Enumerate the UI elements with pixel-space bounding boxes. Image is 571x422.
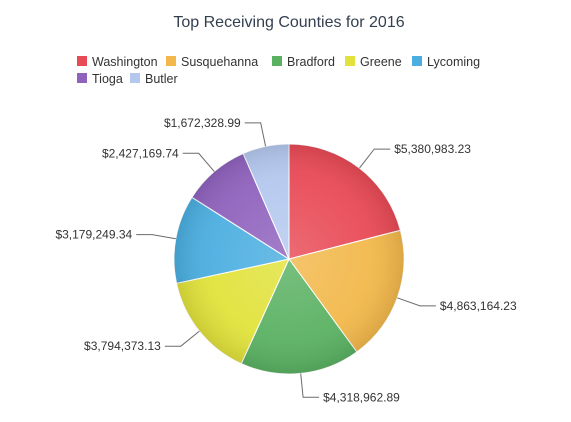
leader-line-bradford (300, 373, 320, 398)
chart-title: Top Receiving Counties for 2016 (173, 14, 404, 31)
leader-line-lycoming (136, 234, 176, 240)
legend-swatch-lycoming (412, 56, 422, 66)
leader-line-susquehanna (397, 297, 436, 307)
legend-label-greene: Greene (360, 55, 402, 69)
leader-line-butler (244, 122, 267, 147)
legend-label-susquehanna: Susquehanna (181, 55, 258, 69)
legend-label-butler: Butler (145, 72, 178, 86)
pie-slices (173, 143, 405, 375)
legend-label-washington: Washington (92, 55, 158, 69)
legend-label-lycoming: Lycoming (427, 55, 480, 69)
legend-item-butler[interactable]: Butler (130, 72, 178, 86)
legend-item-greene[interactable]: Greene (345, 55, 402, 69)
legend-item-washington[interactable]: Washington (77, 55, 158, 69)
legend-swatch-susquehanna (166, 56, 176, 66)
legend-label-tioga: Tioga (92, 72, 123, 86)
legend-item-lycoming[interactable]: Lycoming (412, 55, 480, 69)
legend-swatch-washington (77, 56, 87, 66)
legend-swatch-tioga (77, 73, 87, 83)
data-label-tioga: $2,427,169.74 (102, 146, 179, 160)
data-label-butler: $1,672,328.99 (164, 116, 241, 130)
legend-swatch-greene (345, 56, 355, 66)
legend-swatch-bradford (272, 56, 282, 66)
legend-label-bradford: Bradford (287, 55, 335, 69)
data-labels: $5,380,983.23 $4,863,164.23 $4,318,962.89 $… (55, 116, 517, 404)
legend: Washington Susquehanna Bradford Greene Lycom… (77, 55, 480, 86)
data-label-washington: $5,380,983.23 (394, 142, 471, 156)
legend-item-susquehanna[interactable]: Susquehanna (166, 55, 258, 69)
legend-item-tioga[interactable]: Tioga (77, 72, 123, 86)
data-label-susquehanna: $4,863,164.23 (440, 299, 517, 313)
legend-item-bradford[interactable]: Bradford (272, 55, 335, 69)
leader-line-greene (164, 330, 200, 347)
data-label-lycoming: $3,179,249.34 (55, 228, 132, 242)
leader-line-washington (359, 148, 391, 169)
leader-line-tioga (182, 152, 215, 172)
data-label-bradford: $4,318,962.89 (323, 390, 400, 404)
data-label-greene: $3,794,373.13 (84, 339, 161, 353)
legend-swatch-butler (130, 73, 140, 83)
